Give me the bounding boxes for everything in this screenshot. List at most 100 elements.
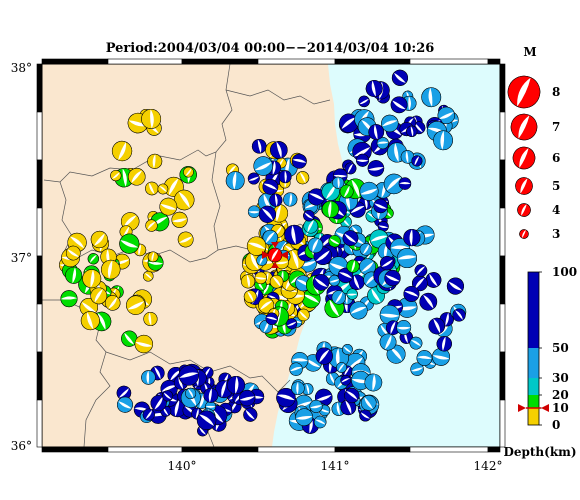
focal-mechanism bbox=[437, 106, 455, 125]
focal-mechanism bbox=[297, 308, 310, 322]
focal-mechanism bbox=[90, 287, 108, 305]
frame-tick-top bbox=[409, 58, 489, 65]
depth-scale-tick-label: 30 bbox=[552, 371, 569, 385]
map-frame-ticks bbox=[36, 58, 506, 453]
focal-mechanism bbox=[101, 259, 121, 280]
frame-tick-top bbox=[41, 58, 109, 65]
focal-mechanism bbox=[284, 224, 305, 245]
focal-mechanism bbox=[379, 333, 397, 351]
focal-mechanism bbox=[269, 193, 283, 207]
focal-mechanism bbox=[303, 218, 319, 234]
focal-mechanism bbox=[384, 269, 401, 287]
focal-mechanism bbox=[253, 156, 273, 176]
focal-mechanism bbox=[291, 381, 305, 396]
focal-mechanism bbox=[369, 229, 389, 249]
magnitude-legend-label: 7 bbox=[552, 120, 560, 134]
focal-mechanism bbox=[321, 200, 339, 218]
magnitude-legend: 8 7 6 5 4 3 bbox=[507, 75, 560, 241]
frame-tick-top bbox=[181, 58, 259, 65]
focal-mechanism bbox=[433, 130, 453, 151]
focal-mechanism bbox=[142, 270, 154, 282]
focal-mechanism bbox=[373, 198, 388, 214]
focal-mechanism bbox=[145, 219, 158, 232]
frame-tick-bottom bbox=[334, 446, 411, 453]
map-area bbox=[42, 64, 500, 447]
lon-label-142: 142° bbox=[474, 459, 503, 473]
frame-tick-right bbox=[499, 111, 506, 161]
magnitude-legend-mechanism-icon bbox=[507, 75, 541, 109]
depth-scale-tick-label: 50 bbox=[552, 341, 569, 355]
focal-mechanism bbox=[398, 177, 412, 190]
focal-mechanism bbox=[147, 153, 163, 169]
focal-mechanism bbox=[391, 69, 409, 86]
focal-mechanism bbox=[403, 229, 421, 247]
focal-mechanism bbox=[295, 408, 313, 426]
magnitude-legend-mechanism-icon bbox=[519, 229, 529, 239]
frame-tick-right bbox=[499, 399, 506, 448]
magnitude-legend-mechanism-icon bbox=[515, 177, 533, 195]
focal-mechanism bbox=[143, 311, 158, 327]
focal-mechanism bbox=[65, 266, 83, 284]
frame-tick-bottom bbox=[41, 446, 109, 453]
magnitude-legend-mechanism-icon bbox=[510, 113, 538, 141]
focal-mechanism bbox=[315, 347, 333, 365]
focal-mechanism bbox=[416, 350, 433, 366]
focal-mechanism bbox=[436, 336, 452, 352]
focal-mechanism bbox=[119, 233, 140, 254]
lat-label-37: 37° bbox=[11, 251, 32, 265]
focal-mechanism bbox=[157, 183, 169, 195]
focal-mechanism bbox=[82, 269, 102, 289]
frame-tick-right bbox=[499, 207, 506, 257]
frame-tick-right bbox=[499, 255, 506, 305]
focal-mechanism bbox=[243, 290, 257, 303]
focal-mechanism bbox=[428, 317, 445, 335]
focal-mechanism bbox=[286, 318, 298, 330]
focal-mechanism bbox=[419, 292, 438, 311]
frame-tick-right bbox=[499, 159, 506, 209]
focal-mechanism bbox=[142, 408, 155, 421]
depth-scale-tick-label: 100 bbox=[552, 265, 577, 279]
focal-mechanism bbox=[276, 388, 296, 408]
frame-tick-left bbox=[36, 63, 43, 113]
focal-mechanism bbox=[247, 205, 261, 218]
focal-mechanism bbox=[452, 308, 466, 322]
focal-mechanism bbox=[358, 95, 370, 108]
frame-tick-top bbox=[487, 58, 501, 65]
focal-mechanism bbox=[339, 184, 354, 199]
focal-mechanism bbox=[262, 178, 279, 195]
focal-mechanism bbox=[410, 362, 424, 376]
focal-mechanism-layer bbox=[59, 69, 467, 437]
frame-tick-left bbox=[36, 207, 43, 257]
focal-mechanism bbox=[291, 153, 307, 169]
focal-mechanism bbox=[196, 410, 217, 430]
focal-mechanism bbox=[278, 170, 292, 184]
focal-mechanism bbox=[258, 205, 276, 223]
focal-mechanism bbox=[178, 365, 199, 386]
focal-mechanism bbox=[397, 248, 418, 269]
focal-mechanism bbox=[312, 274, 330, 291]
focal-mechanism bbox=[340, 375, 351, 386]
magnitude-legend-header: M bbox=[523, 45, 536, 59]
frame-tick-left bbox=[36, 399, 43, 448]
focal-mechanism bbox=[414, 264, 428, 277]
focal-mechanism bbox=[421, 87, 442, 108]
focal-mechanism bbox=[400, 150, 415, 164]
focal-mechanism bbox=[360, 395, 377, 411]
focal-mechanism bbox=[359, 409, 372, 422]
focal-mechanism bbox=[342, 344, 353, 355]
focal-mechanism bbox=[254, 271, 267, 285]
focal-mechanism bbox=[150, 395, 167, 412]
focal-mechanism bbox=[141, 370, 156, 385]
focal-mechanism bbox=[289, 362, 303, 376]
prefecture-boundary bbox=[211, 151, 221, 251]
focal-mechanism bbox=[359, 181, 379, 201]
focal-mechanism bbox=[359, 243, 373, 256]
depth-scale-tick-label: 20 bbox=[552, 388, 569, 402]
focal-mechanism bbox=[396, 320, 412, 335]
focal-mechanism bbox=[313, 415, 327, 429]
focal-mechanism bbox=[87, 253, 99, 265]
lon-label-140: 140° bbox=[168, 459, 197, 473]
focal-mechanism bbox=[367, 160, 385, 177]
focal-mechanism bbox=[247, 172, 260, 185]
